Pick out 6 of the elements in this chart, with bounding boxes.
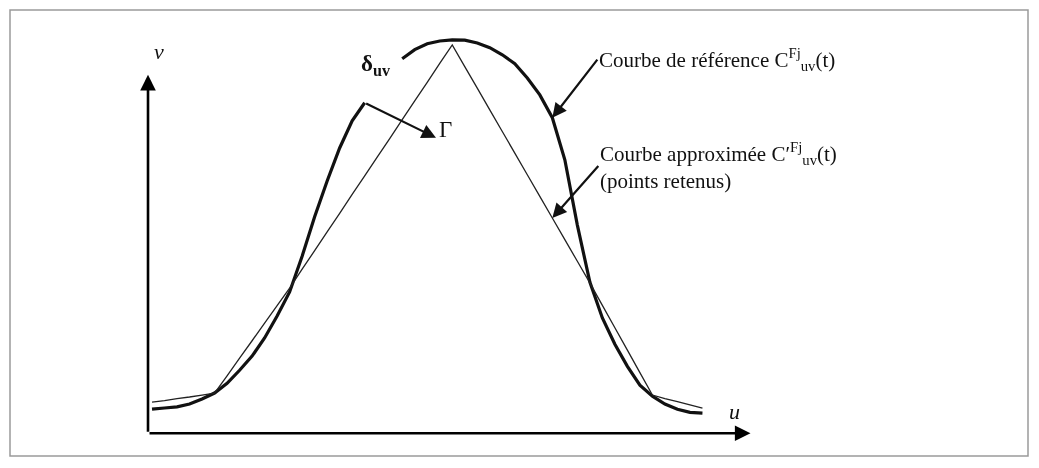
annotation: δ$_{uv}$ [361,51,391,79]
y-axis-title: v [154,39,164,64]
annotation: Γ [439,117,453,142]
text: Courbe approximée C′$^{Fj}$$_{uv}$(t) (points retenus) [600,139,837,194]
text: Courbe de référence C$^{Fj}$$_{uv}$(t) [599,45,836,75]
x-axis-title: u [729,399,740,424]
